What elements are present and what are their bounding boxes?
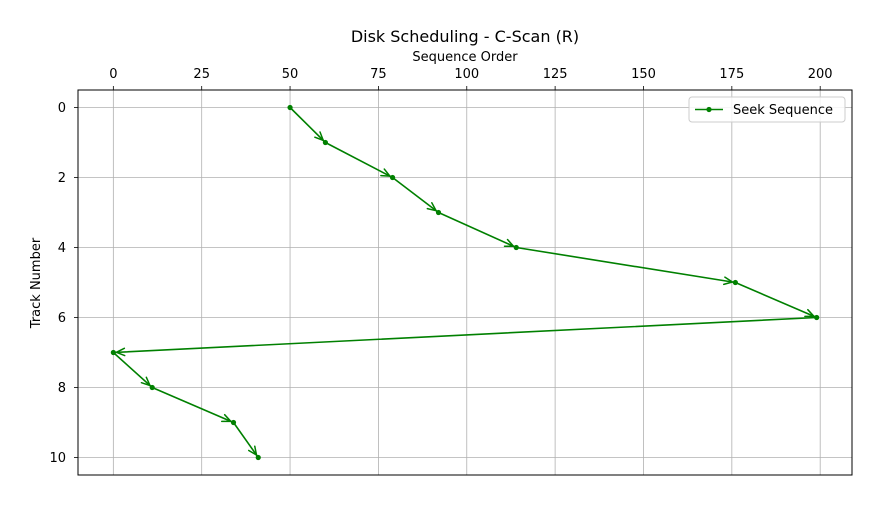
data-point: [814, 314, 820, 321]
data-point: [732, 279, 738, 286]
data-point: [322, 139, 328, 146]
y-tick-label: 4: [58, 241, 66, 256]
seek-arrow-head: [380, 168, 391, 177]
x-tick-label: 125: [543, 67, 568, 82]
data-point: [255, 454, 261, 461]
x-tick-label: 25: [193, 67, 210, 82]
legend-marker: [706, 106, 712, 113]
series-segment: [289, 106, 327, 144]
series-segment: [112, 316, 818, 354]
series-segment: [112, 351, 154, 389]
legend-box: [688, 96, 846, 123]
axis-ticks: 0 25 50 75 100 125 150 175 200 0 2 4 6 8 10: [49, 67, 832, 466]
x-tick-label: 50: [282, 67, 299, 82]
series-segment: [734, 281, 818, 319]
y-tick-label: 10: [49, 451, 66, 466]
data-point: [287, 104, 293, 111]
y-axis-title: Track Number: [29, 237, 44, 329]
seek-arrow-head: [722, 276, 734, 286]
x-tick-label: 175: [719, 67, 744, 82]
series-segment: [437, 211, 518, 249]
series-segment: [232, 421, 260, 459]
x-axis-title: Sequence Order: [412, 50, 518, 65]
series-segment: [151, 386, 235, 424]
seek-arrow-head: [140, 376, 151, 387]
seek-arrow-head: [248, 445, 258, 456]
y-tick-label: 8: [58, 381, 66, 396]
seek-arrow-head: [426, 202, 437, 212]
legend: Seek Sequence: [688, 96, 846, 123]
x-tick-label: 200: [808, 67, 833, 82]
data-point: [389, 174, 396, 181]
x-tick-label: 100: [454, 67, 479, 82]
series-segment: [515, 246, 737, 284]
series-segment: [324, 141, 394, 179]
seek-arrow-head: [221, 413, 232, 423]
chart-title: Disk Scheduling - C-Scan (R): [351, 27, 579, 46]
data-point: [230, 419, 237, 426]
seek-arrow-head: [804, 308, 815, 318]
x-tick-label: 150: [631, 67, 656, 82]
series-segment: [391, 176, 440, 214]
x-tick-label: 75: [370, 67, 387, 82]
y-tick-label: 2: [58, 171, 66, 186]
data-series: [110, 104, 820, 461]
data-point: [149, 384, 155, 391]
x-tick-label: 0: [109, 67, 117, 82]
seek-arrow-head: [503, 238, 515, 248]
data-point: [110, 349, 116, 356]
y-tick-label: 0: [58, 101, 66, 116]
y-tick-label: 6: [58, 311, 66, 326]
data-point: [435, 209, 442, 216]
data-point: [513, 244, 519, 251]
legend-label: Seek Sequence: [733, 103, 833, 118]
seek-arrow-head: [115, 347, 126, 357]
plot-frame: [77, 89, 853, 476]
seek-arrow-head: [314, 131, 325, 142]
